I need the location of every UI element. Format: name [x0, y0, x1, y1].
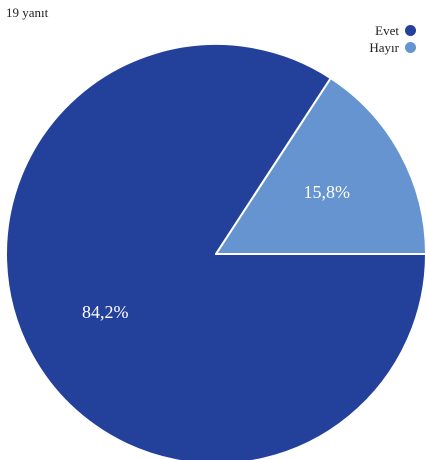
legend-label-hayir: Hayır [369, 39, 399, 55]
legend-label-evet: Evet [375, 22, 399, 38]
legend-item-evet[interactable]: Evet [369, 22, 416, 39]
data-label-hayir: 15,8% [304, 182, 351, 202]
pie-slice-hayir[interactable] [215, 77, 426, 255]
pie-slice-evet[interactable] [5, 43, 426, 460]
legend: Evet Hayır [369, 22, 416, 56]
response-count: 19 yanıt [6, 5, 49, 20]
legend-item-hayir[interactable]: Hayır [369, 39, 416, 56]
legend-swatch-hayir [405, 42, 416, 53]
legend-swatch-evet [405, 25, 416, 36]
data-label-evet: 84,2% [82, 302, 129, 322]
